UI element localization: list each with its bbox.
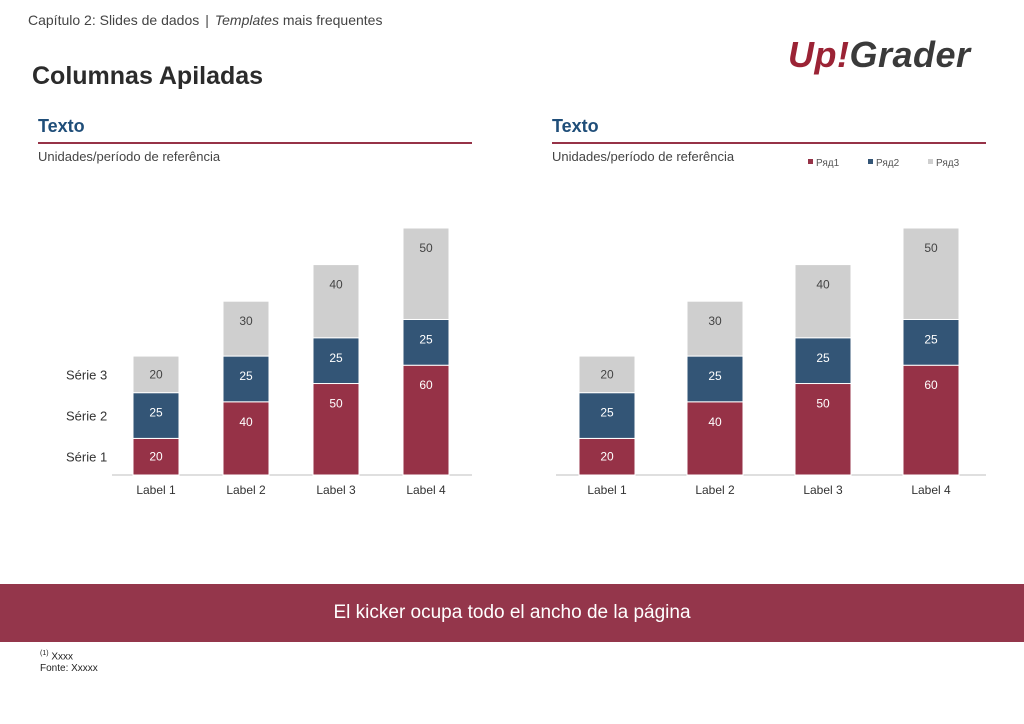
chart-subtitle: Unidades/período de referência: [38, 149, 221, 164]
bar-segment: [686, 401, 744, 476]
chart-panel-right: Texto Unidades/período de referência 20 2…: [546, 110, 986, 530]
category-label: Label 1: [587, 483, 627, 497]
bar-segment: [132, 355, 180, 394]
bar-segment: [402, 318, 450, 366]
logo-up: Up!: [788, 34, 850, 75]
bar-segment: [578, 355, 636, 394]
bar-segment: [132, 437, 180, 476]
legend-series-label: Ряд2: [876, 158, 900, 169]
data-label: 50: [816, 397, 830, 411]
category-label: Label 2: [695, 483, 735, 497]
logo-grader: Grader: [849, 34, 971, 75]
title-rule: [38, 142, 472, 144]
bar-segment: [902, 318, 960, 366]
legend-swatch: [868, 159, 873, 164]
data-label: 60: [924, 378, 938, 392]
chart-title: Texto: [38, 116, 85, 136]
data-label: 25: [239, 369, 253, 383]
data-label: 50: [329, 397, 343, 411]
breadcrumb-italic: Templates: [214, 12, 279, 28]
bar-segment: [222, 401, 270, 476]
bar-segment: [402, 227, 450, 320]
breadcrumb-rest: mais frequentes: [282, 12, 383, 28]
bar-segment: [222, 355, 270, 403]
legend-series-label: Série 1: [66, 450, 107, 465]
category-label: Label 1: [136, 483, 176, 497]
category-label: Label 4: [406, 483, 446, 497]
category-label: Label 3: [803, 483, 843, 497]
footnote-mark: (1): [40, 650, 49, 657]
data-label: 25: [149, 406, 163, 420]
data-label: 20: [600, 450, 614, 464]
data-label: 40: [329, 278, 343, 292]
title-rule: [552, 142, 986, 144]
data-label: 30: [239, 314, 253, 328]
legend-series-label: Ряд1: [816, 158, 840, 169]
bar-segment: [312, 264, 360, 339]
data-label: 20: [149, 450, 163, 464]
footnote-text: Xxxx: [51, 651, 74, 663]
legend-series-label: Série 3: [66, 367, 107, 382]
category-label: Label 2: [226, 483, 266, 497]
legend-swatch: [808, 159, 813, 164]
category-label: Label 4: [911, 483, 951, 497]
bar-segment: [794, 264, 852, 339]
breadcrumb-separator: |: [205, 12, 209, 28]
data-label: 50: [924, 241, 938, 255]
category-label: Label 3: [316, 483, 356, 497]
legend-swatch: [928, 159, 933, 164]
bar-segment: [686, 300, 744, 357]
stacked-column-chart-left: 20 25 20 Label 1 40 25 30 Label 2 50 25 40 Label 3 6…: [66, 227, 472, 497]
breadcrumb-chapter: Capítulo 2: Slides de dados: [28, 12, 200, 28]
bar-segment: [902, 364, 960, 476]
data-label: 25: [419, 332, 433, 346]
data-label: 20: [149, 367, 163, 381]
kicker-banner: El kicker ocupa todo el ancho de la pági…: [0, 584, 1024, 642]
bar-segment: [222, 300, 270, 357]
data-label: 30: [708, 314, 722, 328]
bar-segment: [794, 337, 852, 385]
bar-segment: [132, 392, 180, 439]
data-label: 25: [708, 369, 722, 383]
data-label: 40: [816, 278, 830, 292]
chart-title: Texto: [552, 116, 599, 136]
data-label: 40: [239, 415, 253, 429]
footnote-reference: (1) Xxxx: [40, 648, 98, 663]
legend-series-label: Ряд3: [936, 158, 960, 169]
bar-segment: [578, 392, 636, 439]
bar-segment: [402, 364, 450, 476]
data-label: 40: [708, 415, 722, 429]
upgrader-logo: Up!Grader: [788, 34, 971, 76]
legend-series-label: Série 2: [66, 409, 107, 424]
bar-segment: [902, 227, 960, 320]
data-label: 50: [419, 241, 433, 255]
bar-segment: [686, 355, 744, 403]
chart-subtitle: Unidades/período de referência: [552, 149, 735, 164]
data-label: 25: [924, 332, 938, 346]
footnote: (1) Xxxx Fonte: Xxxxx: [40, 648, 98, 675]
stacked-column-chart-right: 20 25 20 Label 1 40 25 30 Label 2 50 25 40 Label 3 6…: [556, 158, 986, 497]
data-label: 20: [600, 367, 614, 381]
bar-segment: [794, 383, 852, 476]
data-label: 60: [419, 378, 433, 392]
bar-segment: [312, 383, 360, 476]
data-label: 25: [600, 406, 614, 420]
page-title: Columnas Apiladas: [32, 62, 264, 90]
bar-segment: [312, 337, 360, 385]
data-label: 25: [329, 351, 343, 365]
chart-panel-left: Texto Unidades/período de referência 20 2…: [32, 110, 472, 530]
footnote-source: Fonte: Xxxxx: [40, 663, 98, 675]
breadcrumb: Capítulo 2: Slides de dados | Templates ma…: [28, 12, 382, 28]
data-label: 25: [816, 351, 830, 365]
